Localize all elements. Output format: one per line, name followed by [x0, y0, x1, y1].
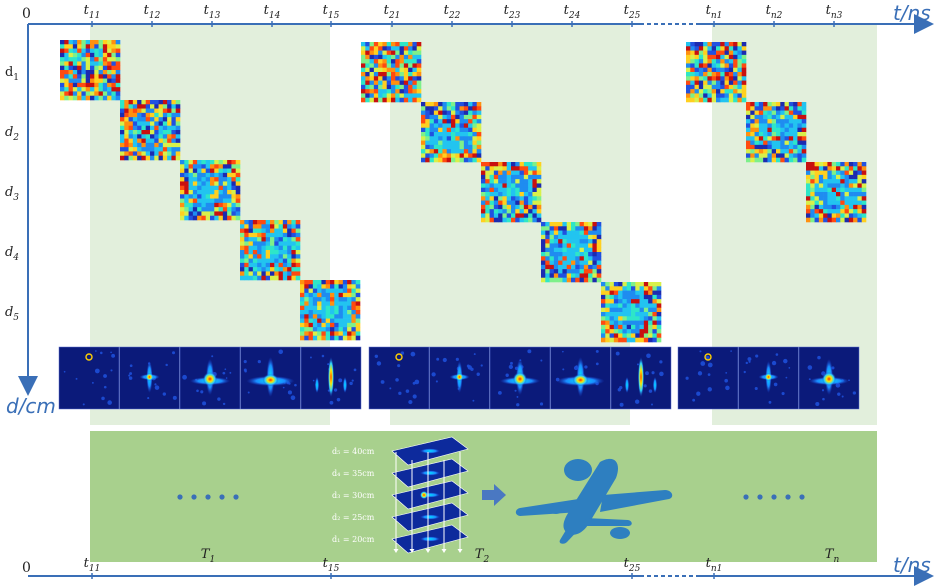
bottom-tick-label-15: t15 — [323, 556, 340, 574]
stack-label: d₂ = 25cm — [332, 513, 375, 522]
top-tick-label-12: t12 — [144, 3, 161, 21]
depth-slice-tile — [806, 162, 867, 223]
origin-label-top: 0 — [22, 6, 31, 22]
top-tick-label-n2: tn2 — [766, 3, 783, 21]
focus-image — [677, 346, 739, 410]
top-tick-label-25: t25 — [624, 3, 641, 21]
depth-label-2: d2 — [5, 125, 19, 143]
depth-slice-tile — [421, 102, 482, 163]
top-tick-label-15: t15 — [323, 3, 340, 21]
depth-label-1: d1 — [5, 65, 19, 83]
top-tick-label-24: t24 — [564, 3, 581, 21]
depth-slice-tile — [601, 282, 662, 343]
time-axis-title-top: t/ns — [893, 1, 931, 25]
depth-slice-tile — [240, 220, 301, 281]
ellipsis-dots-left — [177, 494, 239, 500]
focus-image — [610, 346, 672, 410]
depth-slice-tile — [541, 222, 602, 283]
bottom-tick-marks: t11 t15 t25 tn1 — [84, 556, 723, 579]
top-tick-label-11: t11 — [84, 3, 101, 21]
focus-image — [368, 346, 430, 410]
focus-image — [489, 346, 551, 410]
top-tick-label-22: t22 — [444, 3, 461, 21]
stack-slice: d₁ = 20cm — [332, 524, 469, 554]
top-tick-label-23: t23 — [504, 3, 521, 21]
stack-slice: d₃ = 30cm — [332, 480, 469, 510]
ellipsis-dots-right — [743, 494, 805, 500]
depth-label-5: d5 — [5, 305, 19, 323]
stack-slice: d₂ = 25cm — [332, 502, 469, 532]
top-tick-label-21: t21 — [384, 3, 401, 21]
focus-image — [240, 346, 301, 410]
stack-label: d₅ = 40cm — [332, 447, 375, 456]
top-tick-label-14: t14 — [264, 3, 281, 21]
top-tick-marks: t11 t12 t13 t14 t15 t21 t22 t23 t24 t25 tn1 tn2 tn3 — [84, 3, 843, 27]
stack-label: d₄ = 35cm — [332, 469, 375, 478]
depth-slice-tile — [686, 42, 747, 103]
bottom-tick-label-n1: tn1 — [706, 556, 723, 574]
stack-slice: d₄ = 35cm — [332, 458, 469, 488]
depth-slice-tiles — [60, 40, 867, 343]
depth-slice-tile — [361, 42, 422, 103]
right-arrow-icon — [482, 484, 506, 506]
depth-slice-tile — [300, 280, 361, 341]
depth-slice-tile — [60, 40, 121, 101]
depth-slice-tile — [746, 102, 807, 163]
depth-label-4: d4 — [5, 245, 19, 263]
top-tick-label-13: t13 — [204, 3, 221, 21]
focus-image — [429, 346, 490, 410]
top-tick-label-n3: tn3 — [826, 3, 843, 21]
stack-slice: d₅ = 40cm — [332, 436, 469, 466]
focus-image — [119, 346, 180, 410]
focus-image — [300, 346, 362, 410]
period-label-n: Tn — [825, 547, 840, 565]
depth-label-3: d3 — [5, 185, 19, 203]
focus-image — [179, 346, 241, 410]
airplane-silhouette-icon — [515, 458, 673, 544]
top-tick-label-n1: tn1 — [706, 3, 723, 21]
stack-label: d₃ = 30cm — [332, 491, 375, 500]
focus-image — [798, 346, 860, 410]
time-axis-title-bottom: t/ns — [893, 553, 931, 577]
depth-slice-tile — [120, 100, 181, 161]
stacked-depth-slices: d₅ = 40cm d₄ = 35cm d₃ = 30cm d₂ = 25cm d₁ =… — [332, 436, 469, 554]
depth-axis-title: d/cm — [6, 394, 56, 418]
imaging-result-strip — [58, 346, 860, 410]
period-label-1: T1 — [201, 547, 215, 565]
focus-image — [58, 346, 120, 410]
bottom-tick-label-25: t25 — [624, 556, 641, 574]
stack-label: d₁ = 20cm — [332, 535, 375, 544]
period-label-2: T2 — [475, 547, 490, 565]
depth-slice-tile — [180, 160, 241, 221]
focus-image — [738, 346, 799, 410]
period-labels: T1 T2 Tn — [201, 547, 840, 565]
bottom-tick-label-11: t11 — [84, 556, 101, 574]
depth-slice-tile — [481, 162, 542, 223]
depth-tick-labels: d1 d2 d3 d4 d5 — [5, 65, 19, 323]
focus-image — [550, 346, 611, 410]
origin-label-bottom: 0 — [22, 560, 31, 576]
